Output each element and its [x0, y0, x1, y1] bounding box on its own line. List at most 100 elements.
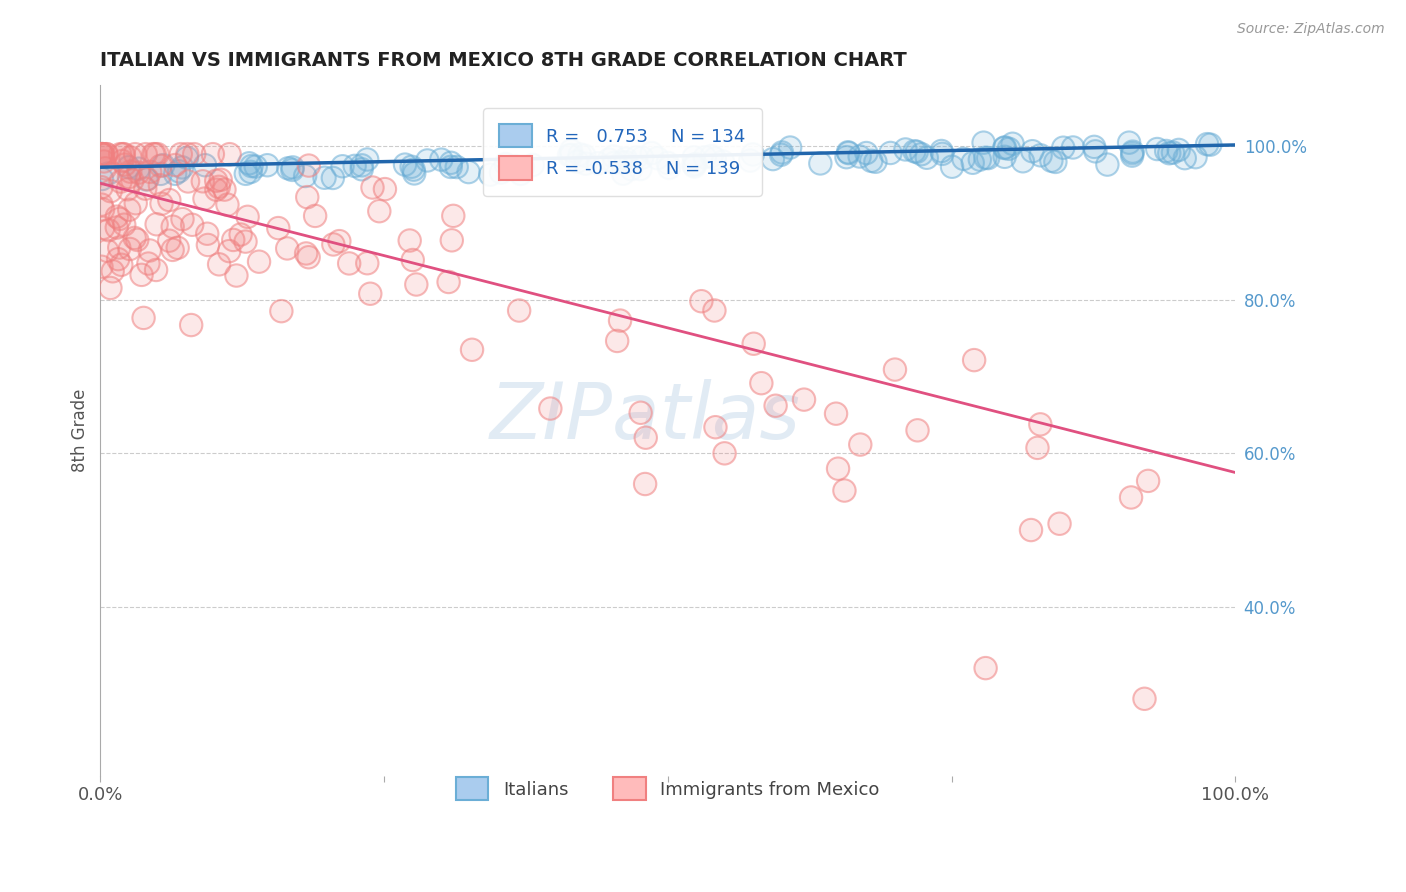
Point — [538, 401, 561, 416]
Point — [125, 196, 148, 211]
Point — [751, 376, 773, 391]
Point — [977, 151, 1000, 165]
Point — [145, 217, 167, 231]
Point — [229, 227, 252, 242]
Point — [135, 147, 157, 161]
Point — [149, 159, 172, 173]
Point — [118, 202, 141, 217]
Point — [149, 167, 172, 181]
Point — [172, 212, 194, 227]
Point — [322, 237, 344, 252]
Point — [111, 147, 134, 161]
Point — [416, 153, 439, 168]
Point — [208, 257, 231, 271]
Point — [952, 152, 974, 166]
Point — [135, 147, 157, 161]
Point — [1021, 145, 1043, 159]
Point — [1012, 154, 1035, 169]
Point — [152, 158, 174, 172]
Point — [125, 196, 148, 211]
Point — [118, 242, 141, 256]
Point — [117, 160, 139, 174]
Point — [180, 318, 202, 332]
Point — [779, 140, 801, 154]
Point — [762, 152, 785, 166]
Point — [91, 147, 114, 161]
Point — [195, 227, 218, 241]
Point — [236, 210, 259, 224]
Point — [416, 153, 439, 168]
Point — [1001, 136, 1024, 151]
Point — [630, 406, 652, 420]
Point — [131, 268, 153, 282]
Point — [907, 423, 929, 437]
Point — [90, 147, 112, 161]
Point — [247, 254, 270, 268]
Point — [461, 343, 484, 357]
Point — [402, 253, 425, 268]
Point — [111, 153, 134, 168]
Point — [1084, 145, 1107, 159]
Point — [276, 242, 298, 256]
Point — [143, 147, 166, 161]
Point — [298, 250, 321, 264]
Point — [1026, 441, 1049, 455]
Point — [509, 167, 531, 181]
Point — [170, 147, 193, 161]
Point — [343, 159, 366, 173]
Point — [941, 160, 963, 174]
Point — [205, 174, 228, 188]
Point — [741, 147, 763, 161]
Point — [128, 161, 150, 176]
Point — [1029, 148, 1052, 162]
Point — [849, 437, 872, 451]
Point — [218, 244, 240, 259]
Point — [124, 147, 146, 161]
Point — [194, 158, 217, 172]
Point — [201, 147, 224, 161]
Point — [1052, 141, 1074, 155]
Point — [128, 161, 150, 176]
Point — [1049, 516, 1071, 531]
Point — [150, 196, 173, 211]
Point — [235, 235, 257, 249]
Point — [218, 147, 240, 161]
Point — [368, 204, 391, 219]
Point — [90, 197, 112, 211]
Point — [479, 168, 502, 182]
Point — [495, 157, 517, 171]
Point — [270, 304, 292, 318]
Point — [350, 158, 373, 172]
Point — [121, 173, 143, 187]
Point — [765, 399, 787, 413]
Point — [915, 151, 938, 165]
Point — [162, 219, 184, 234]
Point — [91, 147, 114, 161]
Point — [558, 148, 581, 162]
Point — [704, 420, 727, 434]
Point — [110, 175, 132, 189]
Point — [952, 152, 974, 166]
Point — [135, 172, 157, 186]
Point — [567, 154, 589, 169]
Point — [1121, 146, 1143, 161]
Point — [1026, 441, 1049, 455]
Point — [394, 158, 416, 172]
Point — [110, 258, 132, 272]
Point — [1040, 153, 1063, 168]
Point — [142, 147, 165, 161]
Point — [1012, 154, 1035, 169]
Point — [172, 161, 194, 175]
Point — [834, 483, 856, 498]
Point — [94, 161, 117, 176]
Point — [1121, 148, 1143, 162]
Point — [205, 183, 228, 197]
Point — [631, 151, 654, 165]
Point — [194, 158, 217, 172]
Point — [808, 156, 831, 170]
Point — [614, 155, 637, 169]
Point — [693, 150, 716, 164]
Point — [1062, 140, 1084, 154]
Point — [1154, 144, 1177, 158]
Point — [1122, 145, 1144, 159]
